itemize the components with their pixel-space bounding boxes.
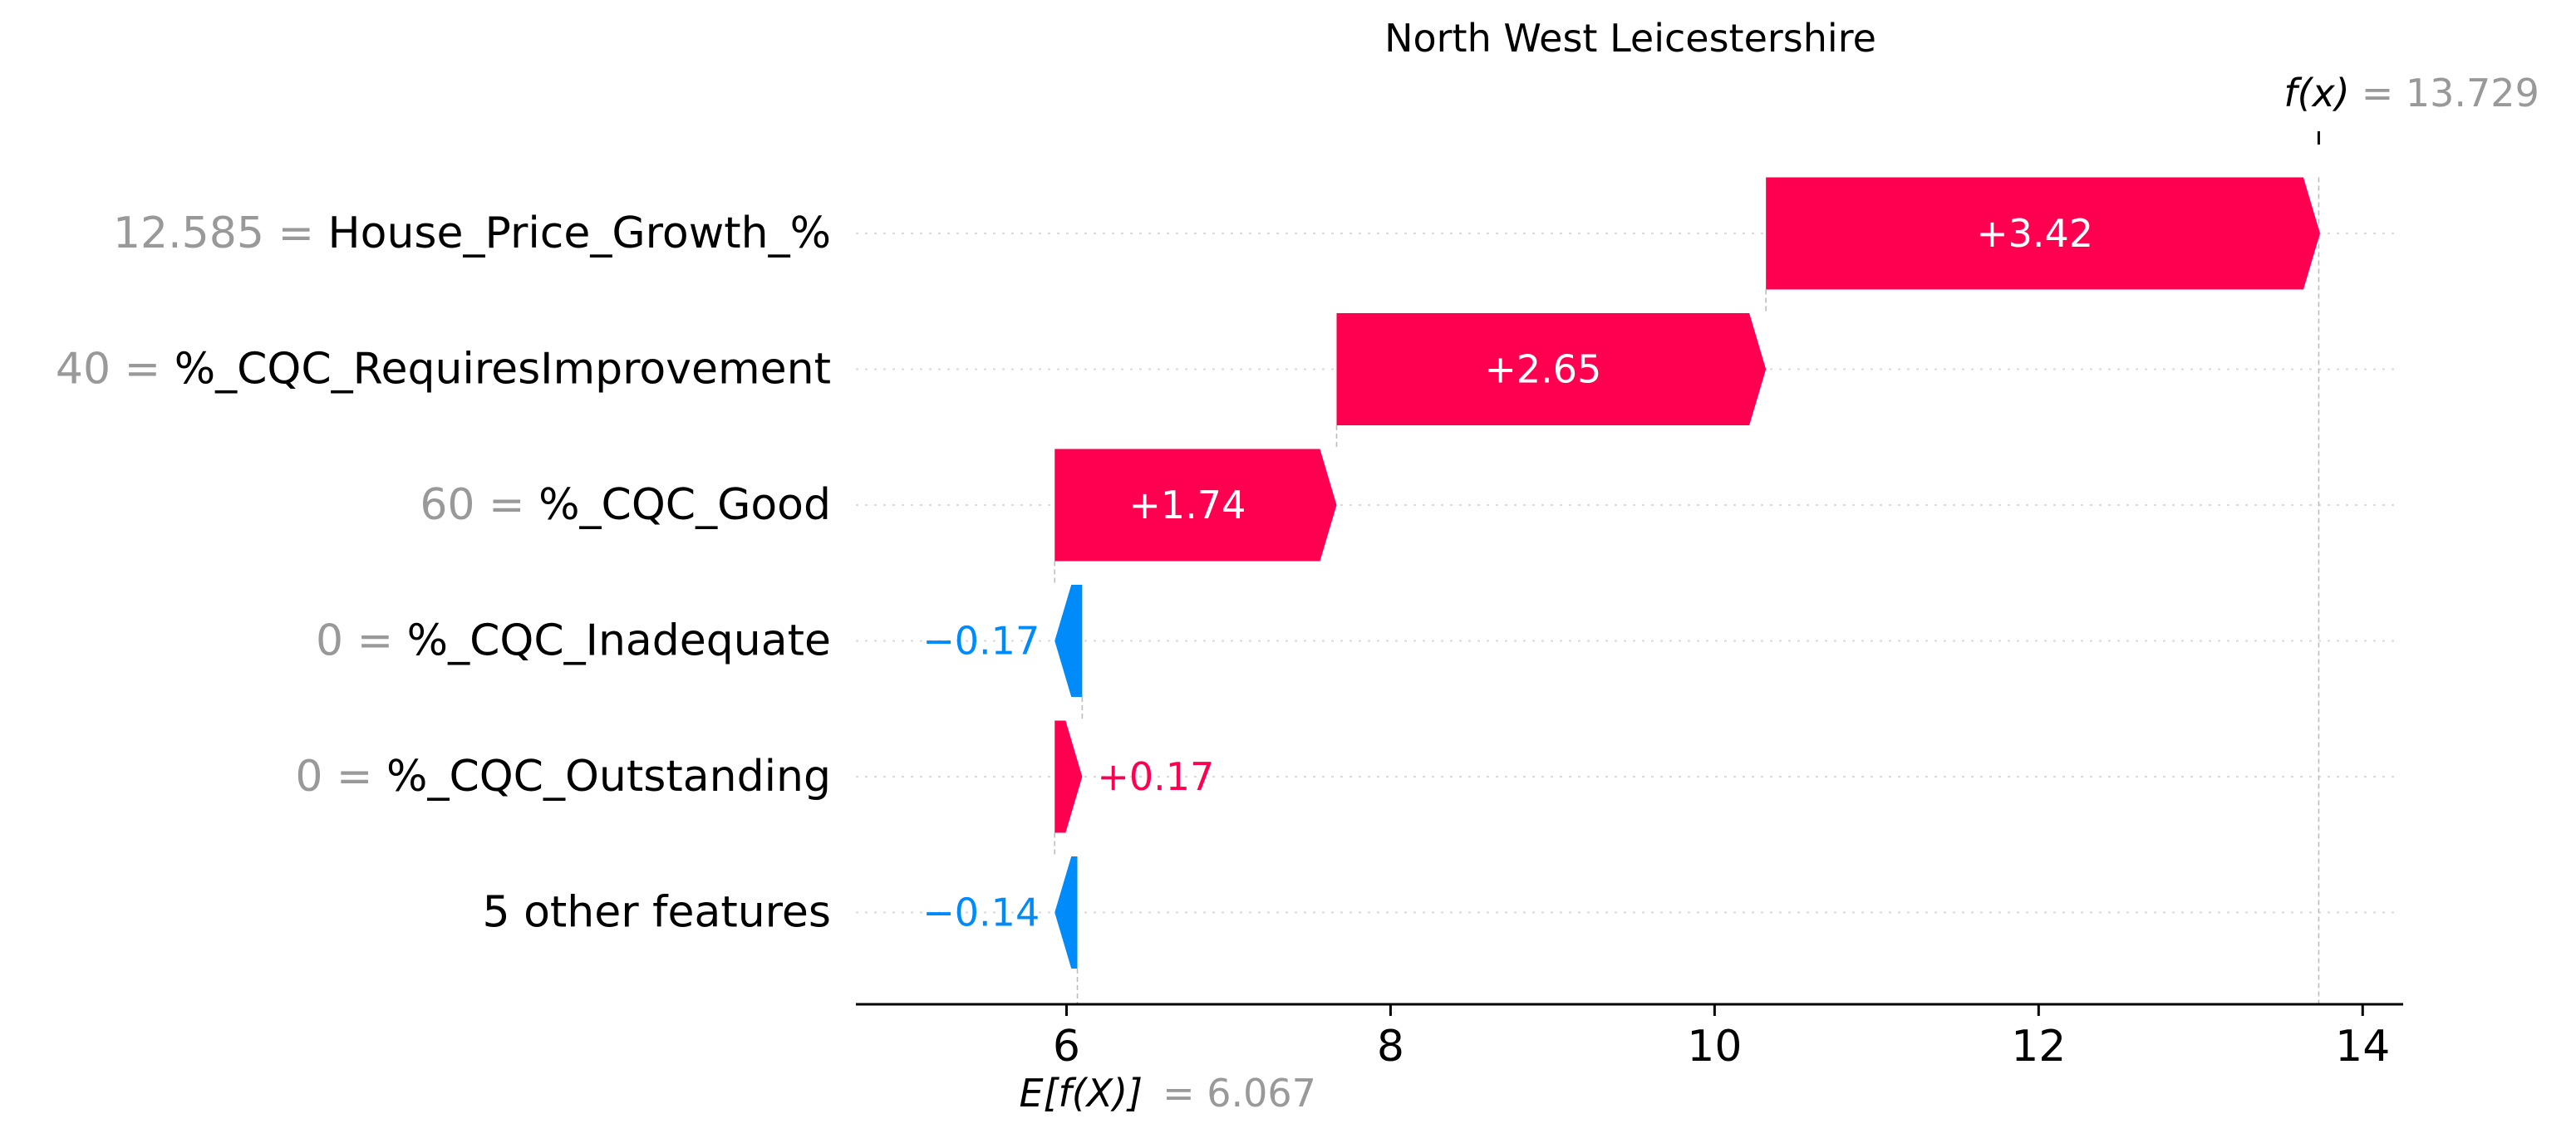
x-tick-label: 14 (2335, 1022, 2390, 1072)
output-value-label: f(x) = 13.729 (2283, 71, 2539, 115)
waterfall-bar (1054, 449, 1337, 562)
x-tick-label: 6 (1053, 1022, 1080, 1072)
waterfall-bar (1336, 313, 1767, 425)
waterfall-bar (1054, 720, 1083, 833)
feature-label: 0 = %_CQC_Outstanding (295, 752, 831, 802)
x-tick-label: 8 (1377, 1022, 1404, 1072)
feature-label: 0 = %_CQC_Inadequate (316, 616, 831, 666)
contribution-label: +2.65 (1484, 347, 1601, 392)
connector-lines (1054, 177, 2320, 1004)
contribution-label: −0.14 (922, 890, 1040, 935)
contribution-label: −0.17 (922, 619, 1040, 664)
feature-label: 60 = %_CQC_Good (420, 480, 831, 530)
waterfall-bar (1054, 585, 1083, 697)
contribution-label: +1.74 (1128, 483, 1246, 527)
x-tick-label: 12 (2011, 1022, 2066, 1072)
x-axis: 6 8 10 12 14 (856, 1003, 2403, 1072)
annotations: f(x) = 13.729 E[f(X)] = 6.067 (1020, 71, 2539, 1116)
waterfall-bar (1054, 856, 1078, 969)
waterfall-bar (1766, 177, 2320, 290)
chart-title: North West Leicestershire (1384, 16, 1876, 61)
contribution-label: +0.17 (1097, 754, 1214, 799)
base-value-label: E[f(X)] = 6.067 (1020, 1071, 1316, 1116)
feature-label: 40 = %_CQC_RequiresImprovement (56, 345, 831, 395)
feature-label: 12.585 = House_Price_Growth_% (113, 208, 831, 258)
contribution-label: +3.42 (1976, 211, 2093, 256)
feature-label: 5 other features (482, 888, 831, 938)
bars: +3.42 +2.65 +1.74 −0.17 +0.17 −0.14 (922, 177, 2320, 969)
feature-labels: 12.585 = House_Price_Growth_% 40 = %_CQC_… (56, 208, 831, 938)
x-tick-label: 10 (1687, 1022, 1742, 1072)
